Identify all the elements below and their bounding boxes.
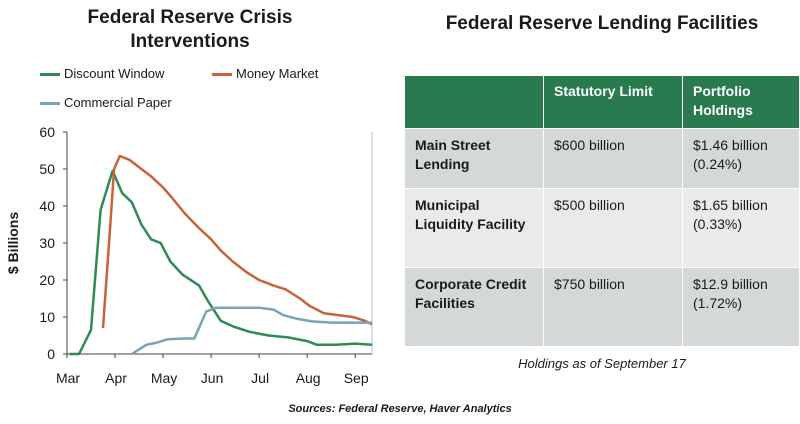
legend-item-commercial-paper: Commercial Paper (40, 95, 172, 111)
x-tick-label: Aug (296, 370, 321, 386)
facility-name: Main Street Lending (404, 128, 544, 189)
y-tick-label: 40 (39, 198, 55, 214)
legend-swatch-discount-window (40, 72, 60, 76)
y-tick-label: 60 (39, 124, 55, 140)
legend-swatch-money-market (212, 72, 232, 76)
line-chart: 0 10 20 30 40 50 60 Mar Apr May Jun Jul Aug Sep $ Bill… (5, 124, 373, 386)
table-title: Federal Reserve Lending Facilities (445, 13, 759, 34)
statutory-limit: $750 billion (543, 267, 683, 347)
table-row: Corporate Credit Facilities $750 billion… (404, 267, 800, 347)
y-tick-label: 50 (39, 161, 55, 177)
lending-facilities-table: Statutory Limit Portfolio Holdings Main … (404, 75, 800, 347)
header-statutory-limit: Statutory Limit (543, 75, 683, 129)
series-line-commercial-paper (131, 306, 372, 356)
facility-name: Municipal Liquidity Facility (404, 188, 544, 268)
series-line-discount-window (69, 169, 373, 356)
header-cell-blank (404, 75, 544, 129)
x-tick-label: Mar (56, 370, 80, 386)
table-row: Municipal Liquidity Facility $500 billio… (404, 188, 800, 268)
table-row: Main Street Lending $600 billion $1.46 b… (404, 128, 800, 189)
portfolio-holdings: $12.9 billion (1.72%) (682, 267, 800, 347)
legend-swatch-commercial-paper (40, 101, 60, 105)
facility-name: Corporate Credit Facilities (404, 267, 544, 347)
y-tick-label: 0 (47, 346, 55, 362)
series-line-money-market (101, 154, 373, 329)
y-axis-label: $ Billions (5, 212, 21, 274)
x-tick-label: May (151, 370, 177, 386)
legend-item-money-market: Money Market (212, 66, 318, 82)
x-tick-label: Sep (344, 370, 369, 386)
legend-label-discount-window: Discount Window (64, 66, 165, 81)
legend-label-commercial-paper: Commercial Paper (64, 95, 172, 110)
header-portfolio-holdings: Portfolio Holdings (682, 75, 800, 129)
holdings-note: Holdings as of September 17 (518, 356, 686, 371)
y-tick-label: 10 (39, 309, 55, 325)
statutory-limit: $500 billion (543, 188, 683, 268)
legend-label-money-market: Money Market (236, 66, 319, 81)
portfolio-holdings: $1.65 billion (0.33%) (682, 188, 800, 268)
table-header-row: Statutory Limit Portfolio Holdings (404, 75, 800, 129)
x-tick-label: Jul (251, 370, 269, 386)
y-tick-label: 30 (39, 235, 55, 251)
portfolio-holdings: $1.46 billion (0.24%) (682, 128, 800, 189)
y-tick-label: 20 (39, 272, 55, 288)
x-tick-label: Apr (105, 370, 127, 386)
chart-title: Federal Reserve Crisis Interventions (87, 7, 293, 52)
statutory-limit: $600 billion (543, 128, 683, 189)
sources-footnote: Sources: Federal Reserve, Haver Analytic… (288, 403, 512, 415)
legend-item-discount-window: Discount Window (40, 66, 164, 82)
x-tick-label: Jun (201, 370, 224, 386)
